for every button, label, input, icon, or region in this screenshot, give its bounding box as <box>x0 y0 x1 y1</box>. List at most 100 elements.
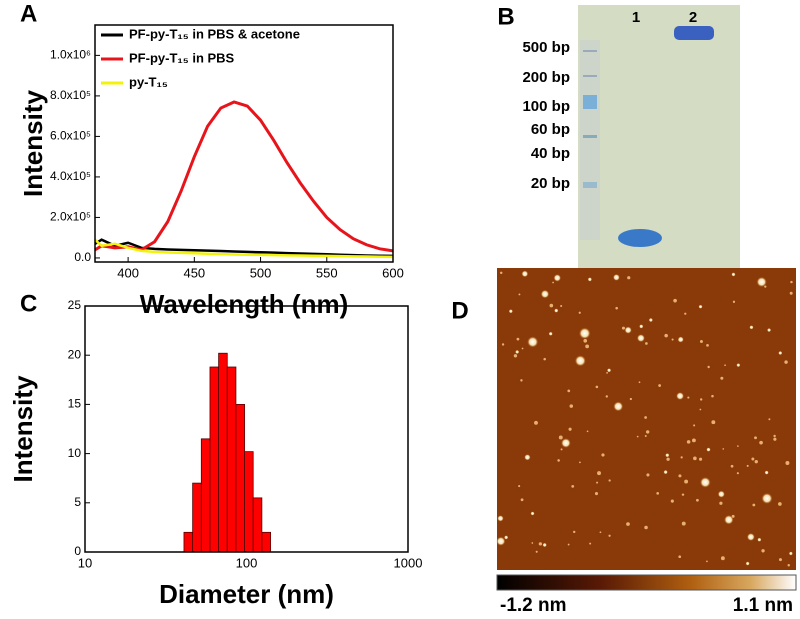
afm-particle <box>746 533 755 541</box>
afm-particle <box>608 534 611 537</box>
lane-label: 1 <box>632 9 640 26</box>
afm-particle <box>561 438 571 448</box>
afm-particle <box>711 394 714 398</box>
afm-particle <box>578 311 581 314</box>
afm-particle <box>552 281 555 284</box>
afm-particle <box>684 312 687 315</box>
afm-particle <box>560 448 563 451</box>
afm-particle <box>518 485 521 488</box>
afm-particle <box>751 457 755 461</box>
afm-particle <box>644 525 648 530</box>
afm-particle <box>664 333 668 338</box>
afm-particle <box>737 445 739 447</box>
afm-particle <box>724 364 726 367</box>
bar <box>244 451 254 553</box>
afm-particle <box>496 536 506 546</box>
afm-particle <box>732 300 736 303</box>
afm-particle <box>578 327 591 340</box>
y-tick-label: 8.0x10⁵ <box>50 88 91 102</box>
panel-label: B <box>497 3 514 30</box>
afm-particle <box>724 515 734 525</box>
afm-particle <box>736 472 739 475</box>
afm-particle <box>644 434 647 437</box>
panel-label: D <box>451 297 468 324</box>
y-tick-label: 1.0x10⁶ <box>50 48 91 62</box>
afm-particle <box>594 492 599 496</box>
afm-particle <box>681 521 686 526</box>
bar <box>192 482 202 553</box>
afm-particle <box>560 304 563 308</box>
x-tick-label: 100 <box>236 555 258 570</box>
afm-particle <box>508 309 513 314</box>
afm-particle <box>686 440 691 444</box>
afm-particle <box>586 430 589 433</box>
afm-particle <box>773 434 776 438</box>
y-tick-label: 2.0x10⁵ <box>50 210 91 224</box>
afm-particle <box>684 479 689 484</box>
afm-particle <box>663 469 668 475</box>
ladder-lane <box>580 40 600 240</box>
afm-particle <box>691 438 696 443</box>
bar <box>226 366 237 553</box>
afm-particle <box>764 470 769 475</box>
afm-particle <box>515 349 520 354</box>
legend-label: py-T₁₅ <box>129 74 168 89</box>
afm-particle <box>636 435 639 438</box>
x-tick-label: 550 <box>316 265 338 280</box>
bar <box>218 352 228 553</box>
afm-particle <box>665 453 670 458</box>
afm-particle <box>595 385 599 389</box>
afm-particle <box>761 549 765 553</box>
y-tick-label: 25 <box>68 298 82 312</box>
afm-particle <box>520 498 524 502</box>
afm-particle <box>645 430 650 434</box>
afm-particle <box>499 271 503 275</box>
afm-particle <box>615 306 618 310</box>
afm-particle <box>746 464 749 467</box>
x-tick-label: 10 <box>78 555 92 570</box>
afm-particle <box>606 371 608 374</box>
afm-particle <box>768 418 771 421</box>
afm-particle <box>596 481 599 484</box>
afm-particle <box>531 542 534 544</box>
bar <box>235 403 245 553</box>
ladder-label: 500 bp <box>522 39 570 56</box>
afm-particle <box>516 337 520 341</box>
ladder-band <box>583 135 597 138</box>
legend-label: PF-py-T₁₅ in PBS & acetone <box>129 26 300 41</box>
afm-particle <box>513 354 518 358</box>
afm-particle <box>681 493 685 496</box>
afm-particle <box>656 491 660 495</box>
afm-particle <box>549 303 554 308</box>
afm-particle <box>756 276 767 288</box>
y-tick-label: 15 <box>68 397 82 411</box>
afm-particle <box>778 502 782 506</box>
line <box>94 238 394 259</box>
afm-particle <box>699 457 703 461</box>
afm-particle <box>787 564 790 567</box>
afm-particle <box>535 550 538 553</box>
afm-particle <box>626 522 630 526</box>
x-axis-title: Diameter (nm) <box>159 579 334 609</box>
y-tick-label: 5 <box>74 495 81 509</box>
afm-particle <box>608 479 611 482</box>
y-tick-label: 0 <box>74 544 81 558</box>
afm-particle <box>761 492 773 504</box>
afm-particle <box>699 477 711 488</box>
band <box>674 26 714 40</box>
afm-particle <box>629 397 633 401</box>
afm-particle <box>648 317 653 323</box>
afm-particle <box>670 499 674 503</box>
color-bar <box>496 574 797 591</box>
y-tick-label: 6.0x10⁵ <box>50 129 91 143</box>
afm-particle <box>789 291 793 295</box>
ladder-band <box>583 182 597 188</box>
plot-frame <box>84 305 409 553</box>
afm-particle <box>706 343 709 347</box>
afm-particle <box>671 338 674 341</box>
legend-label: PF-py-T₁₅ in PBS <box>129 50 235 65</box>
ladder-label: 20 bp <box>531 175 570 192</box>
afm-particle <box>601 453 605 457</box>
afm-particle <box>553 274 561 282</box>
afm-particle <box>767 328 772 333</box>
